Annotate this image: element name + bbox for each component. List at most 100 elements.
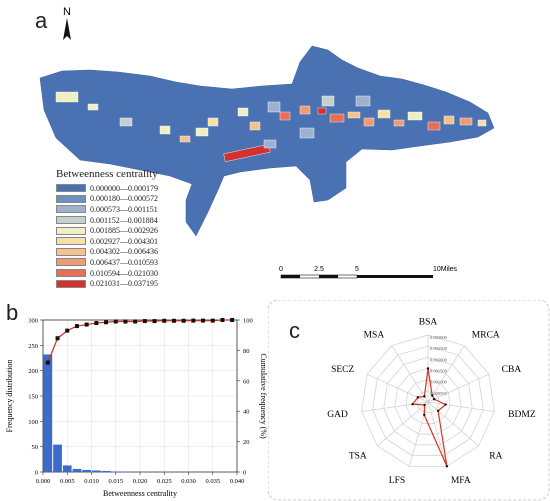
y-tick-label: 200 bbox=[28, 368, 38, 375]
radar-ring bbox=[361, 334, 495, 467]
map-tract bbox=[119, 117, 133, 127]
legend-label: 0.000000—0.000179 bbox=[90, 183, 158, 193]
y-tick-label: 300 bbox=[28, 318, 38, 325]
cumulative-point bbox=[152, 319, 157, 324]
radar-ring-label: 0.001500 bbox=[430, 369, 448, 374]
x-tick-label: 0.040 bbox=[230, 478, 245, 485]
scale-tick-label: 0 bbox=[279, 266, 283, 273]
histogram-bar bbox=[218, 471, 227, 472]
legend-label: 0.002927—0.004301 bbox=[90, 236, 158, 246]
panel-label-a: a bbox=[35, 8, 48, 33]
cumulative-point bbox=[45, 360, 50, 365]
radar-axis-label: BDMZ bbox=[508, 410, 536, 420]
radar-point bbox=[426, 367, 430, 370]
histogram-bar bbox=[92, 470, 101, 472]
radar-spoke bbox=[361, 401, 429, 412]
north-arrow: N bbox=[63, 6, 71, 40]
map-tract bbox=[477, 119, 487, 127]
cumulative-point bbox=[171, 318, 176, 323]
radar-ring-label: 0.002500 bbox=[430, 346, 448, 351]
legend-swatch bbox=[56, 205, 86, 214]
x-tick-label: 0.000 bbox=[36, 478, 51, 485]
radar-spoke bbox=[427, 401, 479, 447]
map-tract bbox=[267, 101, 281, 113]
legend-label: 0.000180—0.000572 bbox=[90, 194, 158, 204]
cumulative-point bbox=[94, 321, 99, 326]
radar-axis-label: TSA bbox=[349, 452, 367, 462]
radar-chart: 0.000500 0.001000 0.001500 0.002000 0.002500… bbox=[268, 300, 550, 501]
scale-tick-label: 10Miles bbox=[433, 266, 458, 273]
map-tract bbox=[279, 111, 291, 121]
histogram-bar bbox=[121, 471, 130, 472]
legend-item: 0.002927—0.004301 bbox=[56, 236, 158, 247]
radar-spoke bbox=[427, 401, 495, 412]
map-tract bbox=[321, 95, 335, 107]
map-tract bbox=[347, 111, 361, 119]
histogram-bar bbox=[82, 469, 91, 472]
legend-item: 0.010594—0.021030 bbox=[56, 268, 158, 279]
radar-point bbox=[444, 403, 447, 406]
histogram-bar bbox=[159, 471, 169, 472]
radar-axis-label: CBA bbox=[502, 365, 522, 375]
map-hot-tracts bbox=[55, 91, 487, 162]
y2-tick-label: 80 bbox=[243, 348, 250, 355]
y-tick-label: 0 bbox=[35, 470, 38, 477]
cumulative-point bbox=[210, 318, 215, 323]
cumulative-point bbox=[191, 318, 196, 323]
map-tract bbox=[329, 113, 345, 123]
radar-panel-frame bbox=[268, 300, 550, 501]
map-tract bbox=[299, 105, 311, 115]
radar-axis-label: MSA bbox=[364, 330, 385, 340]
legend-label: 0.001885—0.002926 bbox=[90, 226, 158, 236]
radar-point bbox=[432, 398, 436, 401]
map-tract bbox=[249, 121, 261, 131]
radar-point bbox=[431, 394, 434, 397]
radar-spoke bbox=[427, 373, 490, 403]
cumulative-point bbox=[84, 322, 89, 327]
map-tract bbox=[377, 109, 391, 119]
scale-tick-label: 5 bbox=[355, 266, 359, 273]
radar-spoke bbox=[427, 401, 448, 467]
legend-item: 0.004302—0.006436 bbox=[56, 247, 158, 258]
y2-tick-label: 60 bbox=[243, 378, 250, 385]
y2-axis-label: Cumulative frequency (%) bbox=[259, 353, 268, 439]
y2-tick-label: 100 bbox=[243, 318, 253, 325]
radar-spoke bbox=[391, 345, 429, 403]
legend-label: 0.001152—0.001884 bbox=[90, 215, 158, 225]
map-tract bbox=[87, 103, 99, 111]
cumulative-point bbox=[201, 318, 206, 323]
x-tick-label: 0.030 bbox=[181, 478, 196, 485]
x-tick-label: 0.020 bbox=[133, 478, 148, 485]
radar-point bbox=[423, 413, 426, 417]
legend-swatch bbox=[56, 184, 86, 193]
radar-axis-label: LFS bbox=[389, 476, 405, 486]
map-tract bbox=[55, 91, 79, 103]
legend-label: 0.006437—0.010593 bbox=[90, 257, 158, 267]
map-tract bbox=[459, 117, 473, 126]
panel-label-b: b bbox=[6, 300, 19, 325]
legend-item: 0.001885—0.002926 bbox=[56, 225, 158, 236]
histogram-bar bbox=[53, 444, 62, 472]
radar-point bbox=[445, 465, 449, 468]
legend-swatch bbox=[56, 216, 86, 225]
legend-label: 0.000573—0.001151 bbox=[90, 204, 158, 214]
radar-ring bbox=[383, 356, 473, 446]
y2-tick-label: 40 bbox=[243, 409, 250, 416]
radar-ring bbox=[394, 368, 462, 435]
legend-swatch bbox=[56, 247, 86, 256]
legend-item: 0.001152—0.001884 bbox=[56, 215, 158, 226]
cumulative-point bbox=[142, 319, 147, 324]
map-tract bbox=[363, 117, 375, 127]
radar-spoke bbox=[377, 401, 429, 447]
legend-label: 0.004302—0.006436 bbox=[90, 247, 158, 257]
x-tick-label: 0.010 bbox=[84, 478, 99, 485]
panel-label-c: c bbox=[289, 318, 300, 343]
radar-ring-label: 0.002000 bbox=[430, 357, 448, 362]
map-tract bbox=[207, 117, 219, 127]
map-tract bbox=[223, 144, 271, 162]
x-tick-label: 0.005 bbox=[60, 478, 75, 485]
map-tract bbox=[317, 107, 327, 115]
map-tract bbox=[393, 119, 405, 127]
north-label: N bbox=[63, 6, 71, 18]
radar-point bbox=[436, 409, 440, 412]
